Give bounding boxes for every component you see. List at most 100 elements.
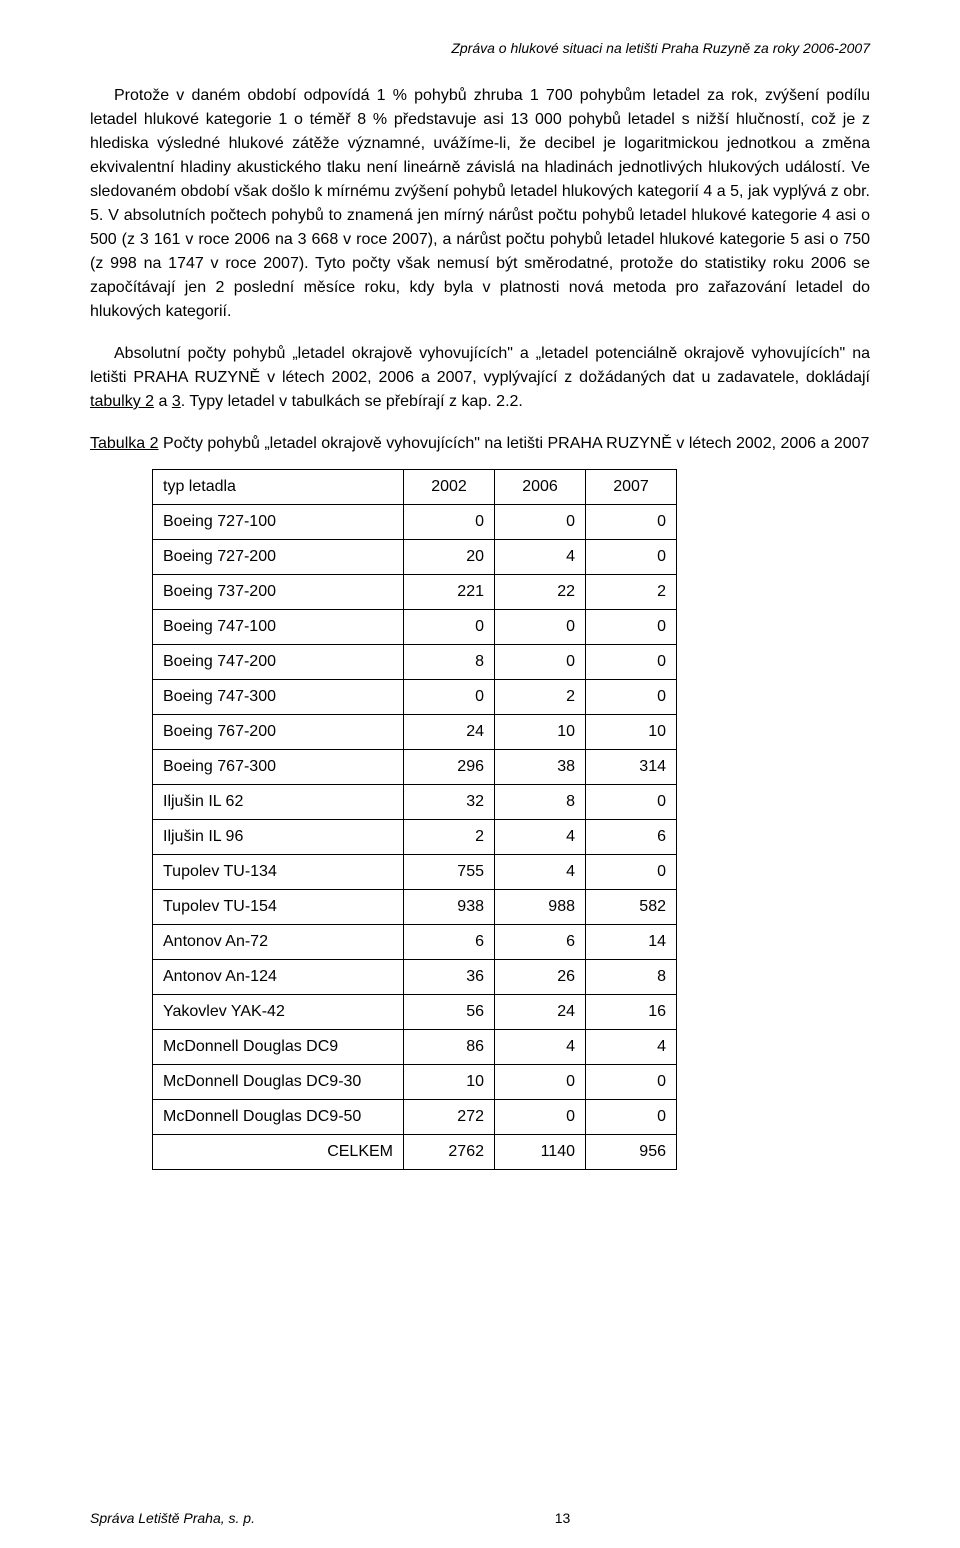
paragraph-2: Absolutní počty pohybů „letadel okrajově…: [90, 342, 870, 414]
cell-value: 22: [495, 575, 586, 610]
cell-value: 26: [495, 960, 586, 995]
table-row: Antonov An-726614: [153, 925, 677, 960]
cell-value: 6: [404, 925, 495, 960]
cell-value: 4: [495, 540, 586, 575]
cell-value: 0: [586, 610, 677, 645]
table-row: Tupolev TU-154938988582: [153, 890, 677, 925]
cell-type: Yakovlev YAK-42: [153, 995, 404, 1030]
cell-value: 32: [404, 785, 495, 820]
cell-value: 4: [495, 855, 586, 890]
cell-type: Boeing 727-100: [153, 505, 404, 540]
table-sum-row: CELKEM27621140956: [153, 1135, 677, 1170]
col-2006-header: 2006: [495, 470, 586, 505]
table-header-row: typ letadla 2002 2006 2007: [153, 470, 677, 505]
table-caption-label: Tabulka 2: [90, 435, 159, 452]
cell-value: 0: [586, 540, 677, 575]
table-row: Boeing 767-30029638314: [153, 750, 677, 785]
cell-value: 10: [495, 715, 586, 750]
table-row: Iljušin IL 96246: [153, 820, 677, 855]
cell-value: 14: [586, 925, 677, 960]
table-header: typ letadla 2002 2006 2007: [153, 470, 677, 505]
table-row: Tupolev TU-13475540: [153, 855, 677, 890]
cell-value: 4: [495, 1030, 586, 1065]
table-row: Boeing 767-200241010: [153, 715, 677, 750]
table2-link: tabulky 2: [90, 393, 154, 410]
cell-value: 0: [586, 680, 677, 715]
cell-value: 296: [404, 750, 495, 785]
cell-value: 6: [586, 820, 677, 855]
cell-value: 4: [586, 1030, 677, 1065]
table-row: Boeing 747-300020: [153, 680, 677, 715]
cell-value: 0: [495, 610, 586, 645]
cell-value: 16: [586, 995, 677, 1030]
table-body: Boeing 727-100000Boeing 727-2002040Boein…: [153, 505, 677, 1170]
paragraph-2-text-a: Absolutní počty pohybů „letadel okrajově…: [90, 345, 870, 386]
cell-value: 0: [586, 855, 677, 890]
table-row: Yakovlev YAK-42562416: [153, 995, 677, 1030]
cell-value: 36: [404, 960, 495, 995]
cell-value: 6: [495, 925, 586, 960]
cell-value: 24: [495, 995, 586, 1030]
cell-value: 0: [586, 505, 677, 540]
cell-type: Boeing 747-100: [153, 610, 404, 645]
cell-sum-value: 1140: [495, 1135, 586, 1170]
cell-value: 2: [586, 575, 677, 610]
cell-value: 0: [495, 1065, 586, 1100]
cell-value: 0: [586, 1065, 677, 1100]
cell-type: Tupolev TU-134: [153, 855, 404, 890]
cell-type: Boeing 767-200: [153, 715, 404, 750]
cell-sum-label: CELKEM: [153, 1135, 404, 1170]
report-header: Zpráva o hlukové situaci na letišti Prah…: [90, 40, 870, 56]
cell-sum-value: 956: [586, 1135, 677, 1170]
cell-value: 582: [586, 890, 677, 925]
table-row: Boeing 727-100000: [153, 505, 677, 540]
cell-value: 86: [404, 1030, 495, 1065]
col-2007-header: 2007: [586, 470, 677, 505]
cell-value: 10: [586, 715, 677, 750]
paragraph-2-text-c: a: [154, 393, 172, 410]
table-row: Boeing 737-200221222: [153, 575, 677, 610]
cell-value: 0: [495, 645, 586, 680]
cell-value: 2: [495, 680, 586, 715]
cell-value: 221: [404, 575, 495, 610]
cell-value: 0: [586, 785, 677, 820]
cell-type: Tupolev TU-154: [153, 890, 404, 925]
cell-type: Boeing 767-300: [153, 750, 404, 785]
cell-type: Boeing 737-200: [153, 575, 404, 610]
table-row: Boeing 747-100000: [153, 610, 677, 645]
page: Zpráva o hlukové situaci na letišti Prah…: [0, 0, 960, 1548]
cell-value: 2: [404, 820, 495, 855]
cell-type: McDonnell Douglas DC9: [153, 1030, 404, 1065]
col-2002-header: 2002: [404, 470, 495, 505]
table-row: Iljušin IL 623280: [153, 785, 677, 820]
table-aircraft-movements: typ letadla 2002 2006 2007 Boeing 727-10…: [152, 469, 677, 1170]
cell-value: 8: [404, 645, 495, 680]
cell-value: 0: [404, 680, 495, 715]
cell-value: 314: [586, 750, 677, 785]
table-row: Boeing 747-200800: [153, 645, 677, 680]
cell-type: Iljušin IL 62: [153, 785, 404, 820]
cell-type: McDonnell Douglas DC9-30: [153, 1065, 404, 1100]
table-row: McDonnell Douglas DC9-301000: [153, 1065, 677, 1100]
table-row: McDonnell Douglas DC98644: [153, 1030, 677, 1065]
cell-value: 0: [495, 505, 586, 540]
col-type-header: typ letadla: [153, 470, 404, 505]
cell-type: Antonov An-72: [153, 925, 404, 960]
cell-value: 38: [495, 750, 586, 785]
cell-type: Boeing 727-200: [153, 540, 404, 575]
cell-value: 272: [404, 1100, 495, 1135]
cell-sum-value: 2762: [404, 1135, 495, 1170]
table-row: Boeing 727-2002040: [153, 540, 677, 575]
page-footer: Správa Letiště Praha, s. p. 13: [90, 1510, 870, 1526]
cell-value: 755: [404, 855, 495, 890]
table-row: McDonnell Douglas DC9-5027200: [153, 1100, 677, 1135]
paragraph-2-text-e: . Typy letadel v tabulkách se přebírají …: [181, 393, 523, 410]
table-row: Antonov An-12436268: [153, 960, 677, 995]
cell-value: 0: [404, 610, 495, 645]
cell-type: McDonnell Douglas DC9-50: [153, 1100, 404, 1135]
cell-value: 0: [495, 1100, 586, 1135]
cell-type: Iljušin IL 96: [153, 820, 404, 855]
cell-value: 24: [404, 715, 495, 750]
footer-organization: Správa Letiště Praha, s. p.: [90, 1510, 255, 1526]
table-caption: Tabulka 2 Počty pohybů „letadel okrajově…: [90, 432, 870, 455]
